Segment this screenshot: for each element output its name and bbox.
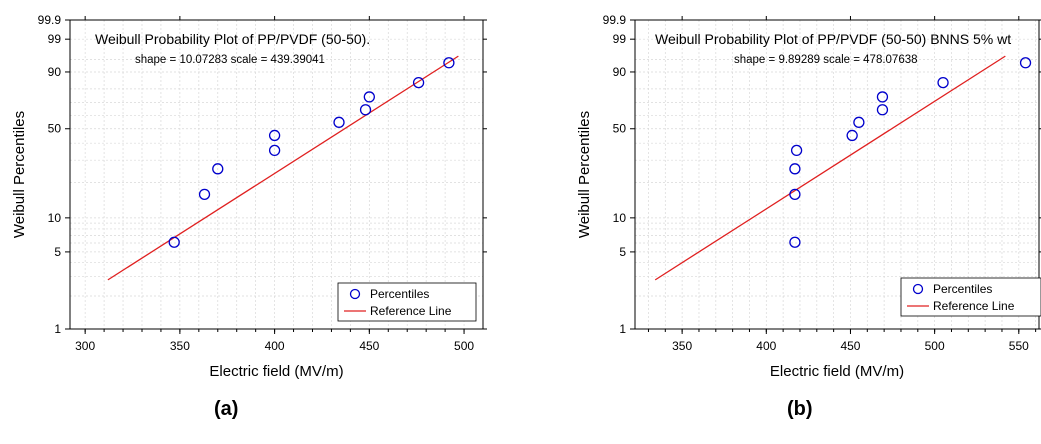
percentile-point <box>789 188 801 201</box>
y-tick-label: 90 <box>613 65 627 79</box>
x-tick-label: 350 <box>170 339 190 353</box>
percentile-point <box>789 163 801 175</box>
legend-marker-percentiles <box>349 288 361 300</box>
x-axis-label: Electric field (MV/m) <box>209 363 343 380</box>
legend-label-percentiles: Percentiles <box>370 287 429 301</box>
y-tick-label: 10 <box>48 211 62 225</box>
y-axis-label: Weibull Percentiles <box>576 111 593 238</box>
percentile-point <box>1019 57 1032 69</box>
y-axis-label: Weibull Percentiles <box>11 111 28 238</box>
y-tick-label: 5 <box>619 245 626 259</box>
x-tick-label: 300 <box>75 339 95 353</box>
x-tick-label: 450 <box>359 339 379 353</box>
x-tick-label: 400 <box>756 339 776 353</box>
caption-b: (b) <box>787 398 813 420</box>
percentile-point <box>876 104 889 116</box>
percentile-point <box>846 129 858 142</box>
percentile-point <box>789 236 801 248</box>
percentile-point <box>363 91 375 103</box>
chart-svg-0: 300 350 400 450 500 1 5 10 50 90 99 99.9 Electric fi… <box>11 13 487 380</box>
percentile-point <box>790 144 803 157</box>
percentile-point <box>412 76 425 89</box>
y-tick-label: 1 <box>619 322 626 336</box>
x-tick-label: 500 <box>925 339 945 353</box>
y-tick-label: 50 <box>48 122 62 136</box>
x-tick-label: 350 <box>672 339 692 353</box>
y-tick-label: 99 <box>613 32 627 46</box>
caption-a: (a) <box>214 398 239 420</box>
y-tick-label: 5 <box>54 245 61 259</box>
x-tick-label: 550 <box>1009 339 1029 353</box>
y-tick-label: 99.9 <box>603 13 627 27</box>
y-tick-label: 50 <box>613 122 627 136</box>
percentile-point <box>359 104 372 116</box>
reference-line <box>107 55 459 281</box>
chart-subtitle: shape = 9.89289 scale = 478.07638 <box>734 54 918 66</box>
x-tick-label: 450 <box>840 339 860 353</box>
percentile-point <box>268 144 281 157</box>
percentile-point <box>937 76 949 89</box>
y-tick-label: 90 <box>48 65 62 79</box>
percentile-point <box>168 236 180 248</box>
legend-label-reference: Reference Line <box>370 304 452 318</box>
y-tick-label: 10 <box>613 211 627 225</box>
chart-subtitle: shape = 10.07283 scale = 439.39041 <box>135 54 325 66</box>
percentile-point <box>333 116 345 128</box>
legend-box <box>337 282 477 322</box>
x-axis-label: Electric field (MV/m) <box>770 363 904 380</box>
plot-frame <box>69 19 484 330</box>
y-tick-label: 1 <box>54 322 61 336</box>
chart-title: Weibull Probability Plot of PP/PVDF (50-… <box>655 31 1011 47</box>
legend-marker-percentiles <box>912 283 924 295</box>
y-tick-label: 99.9 <box>38 13 62 27</box>
weibull-chart-b: 350 400 450 500 550 1 5 10 50 90 99 99.9 Electric fi… <box>568 0 1041 390</box>
percentile-point <box>876 91 889 103</box>
legend-label-percentiles: Percentiles <box>933 282 992 296</box>
reference-line <box>654 55 1006 281</box>
percentile-point <box>853 116 865 128</box>
percentile-point <box>212 163 224 175</box>
x-tick-label: 500 <box>454 339 474 353</box>
plot-frame <box>634 19 1040 330</box>
chart-title: Weibull Probability Plot of PP/PVDF (50-… <box>95 31 370 47</box>
weibull-chart-a: 300 350 400 450 500 1 5 10 50 90 99 99.9 Electric fi… <box>0 0 487 390</box>
legend-label-reference: Reference Line <box>933 299 1015 313</box>
percentile-point <box>443 57 455 69</box>
y-tick-label: 99 <box>48 32 62 46</box>
chart-svg-1: 350 400 450 500 550 1 5 10 50 90 99 99.9 Electric fi… <box>576 13 1041 380</box>
percentile-point <box>268 129 281 142</box>
percentile-point <box>198 188 211 201</box>
x-tick-label: 400 <box>265 339 285 353</box>
legend-box <box>900 277 1041 317</box>
